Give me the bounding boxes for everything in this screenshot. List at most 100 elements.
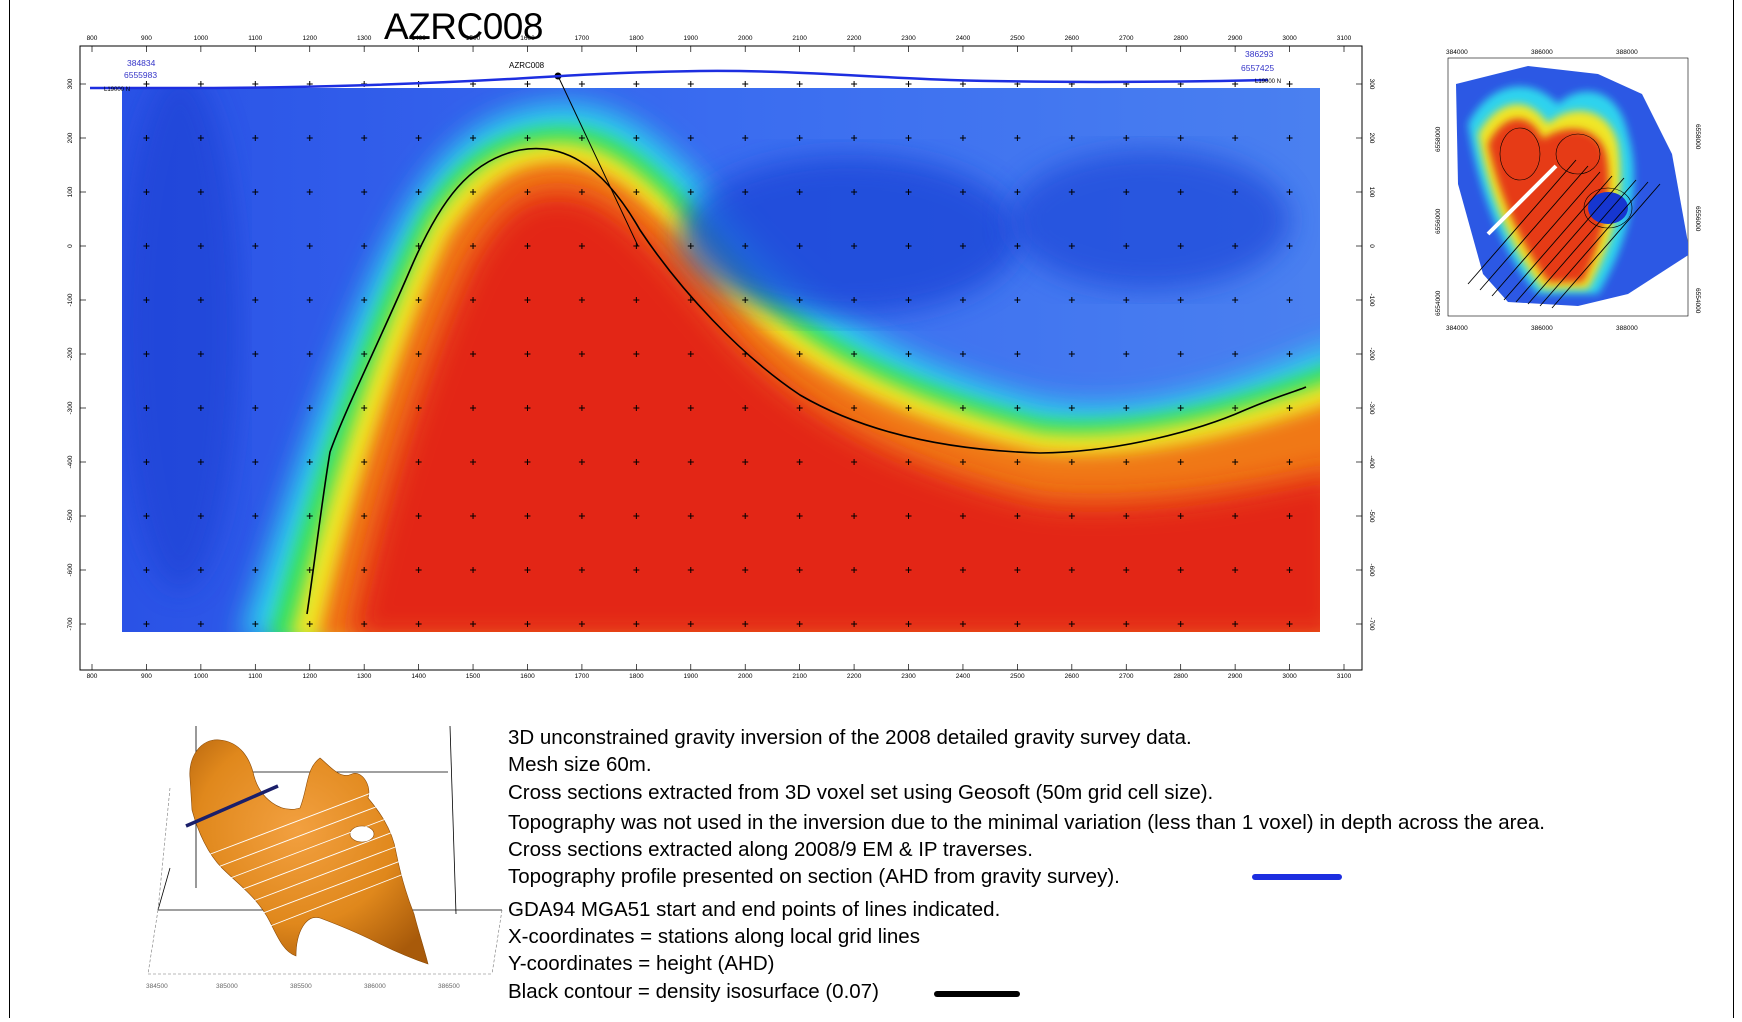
- station-cross: [197, 405, 204, 411]
- station-cross: [1068, 621, 1075, 627]
- map-right-tick-3: 6554000: [1694, 288, 1701, 314]
- x-tick-label: 1800: [629, 35, 644, 42]
- x-tick-label: 1700: [575, 673, 590, 680]
- station-cross: [1123, 297, 1130, 303]
- station-cross: [1068, 405, 1075, 411]
- station-cross: [687, 459, 694, 465]
- station-cross: [742, 405, 749, 411]
- x-tick-label: 2700: [1119, 35, 1134, 42]
- y-tick-label: 300: [67, 78, 74, 89]
- x-tick-label: 2900: [1228, 673, 1243, 680]
- station-cross: [361, 567, 368, 573]
- station-cross: [470, 243, 477, 249]
- station-cross: [796, 567, 803, 573]
- station-cross: [1068, 189, 1075, 195]
- station-cross: [252, 621, 259, 627]
- station-cross: [143, 513, 150, 519]
- station-cross: [1177, 351, 1184, 357]
- station-cross: [1123, 513, 1130, 519]
- x-axis-ticks: 800 800 900 900 1000 1000 1100 1100 1200 1200 1300…: [87, 35, 1352, 680]
- station-cross: [197, 513, 204, 519]
- drillhole-label: AZRC008: [509, 61, 545, 70]
- station-cross: [742, 513, 749, 519]
- x-tick-label: 1400: [411, 673, 426, 680]
- station-cross: [306, 513, 313, 519]
- station-cross: [1014, 459, 1021, 465]
- station-cross: [1232, 243, 1239, 249]
- x-tick-label: 2300: [901, 35, 916, 42]
- station-cross: [306, 189, 313, 195]
- x-tick-label: 2600: [1065, 673, 1080, 680]
- station-cross: [1068, 459, 1075, 465]
- x-tick-label: 1500: [466, 673, 481, 680]
- station-cross: [905, 81, 912, 87]
- station-cross: [1286, 135, 1293, 141]
- station-cross: [687, 567, 694, 573]
- x-tick-label: 2400: [956, 35, 971, 42]
- station-cross: [306, 621, 313, 627]
- station-cross: [1068, 135, 1075, 141]
- x-tick-label: 1300: [357, 673, 372, 680]
- station-cross: [470, 513, 477, 519]
- station-cross: [633, 135, 640, 141]
- x-tick-label: 1600: [520, 35, 535, 42]
- station-cross: [143, 567, 150, 573]
- station-cross: [252, 243, 259, 249]
- station-cross: [415, 297, 422, 303]
- station-cross: [143, 243, 150, 249]
- y-axis-ticks: 300 300 200 200 100 100 0 0 -100 -100 -200 -200 -300…: [67, 78, 1375, 631]
- start-northing-label: 6555983: [124, 70, 157, 80]
- station-cross: [470, 567, 477, 573]
- station-cross: [851, 405, 858, 411]
- station-cross: [197, 621, 204, 627]
- x-tick-label: 800: [87, 35, 98, 42]
- station-cross: [1286, 621, 1293, 627]
- station-cross: [796, 621, 803, 627]
- station-cross: [470, 297, 477, 303]
- station-cross: [851, 243, 858, 249]
- station-cross: [1123, 189, 1130, 195]
- station-cross: [796, 351, 803, 357]
- note-topography-not-used: Topography was not used in the inversion…: [508, 810, 1545, 834]
- station-cross: [252, 81, 259, 87]
- station-cross: [252, 567, 259, 573]
- station-cross: [361, 135, 368, 141]
- note-traverses: Cross sections extracted along 2008/9 EM…: [508, 838, 1033, 862]
- station-cross: [959, 567, 966, 573]
- station-cross: [1014, 135, 1021, 141]
- station-cross: [143, 405, 150, 411]
- x-tick-label: 1400: [411, 35, 426, 42]
- x-tick-label: 1700: [575, 35, 590, 42]
- station-cross: [578, 189, 585, 195]
- station-cross: [687, 135, 694, 141]
- station-cross: [1232, 405, 1239, 411]
- station-cross: [1232, 567, 1239, 573]
- station-cross: [633, 567, 640, 573]
- y-tick-label: 100: [67, 186, 74, 197]
- station-cross: [252, 189, 259, 195]
- note-inversion: 3D unconstrained gravity inversion of th…: [508, 726, 1192, 749]
- density-isosurface-contour: [306, 147, 1307, 615]
- station-cross: [361, 189, 368, 195]
- note-y-coordinates: Y-coordinates = height (AHD): [508, 952, 775, 976]
- station-cross: [415, 135, 422, 141]
- x-tick-label: 1200: [303, 35, 318, 42]
- x-tick-label: 900: [141, 673, 152, 680]
- y-tick-label: -100: [67, 293, 74, 306]
- station-cross: [1068, 351, 1075, 357]
- station-cross: [1123, 351, 1130, 357]
- station-cross: [415, 405, 422, 411]
- y-tick-label: -700: [1368, 617, 1375, 630]
- y-tick-label: -200: [67, 347, 74, 360]
- station-cross: [578, 459, 585, 465]
- station-cross: [470, 351, 477, 357]
- station-cross: [361, 297, 368, 303]
- station-cross: [687, 513, 694, 519]
- station-cross: [1014, 405, 1021, 411]
- station-cross: [252, 297, 259, 303]
- voxel-tick-1: 384500: [146, 983, 168, 990]
- station-cross: [1123, 459, 1130, 465]
- station-cross: [633, 81, 640, 87]
- station-cross: [633, 459, 640, 465]
- station-cross: [415, 621, 422, 627]
